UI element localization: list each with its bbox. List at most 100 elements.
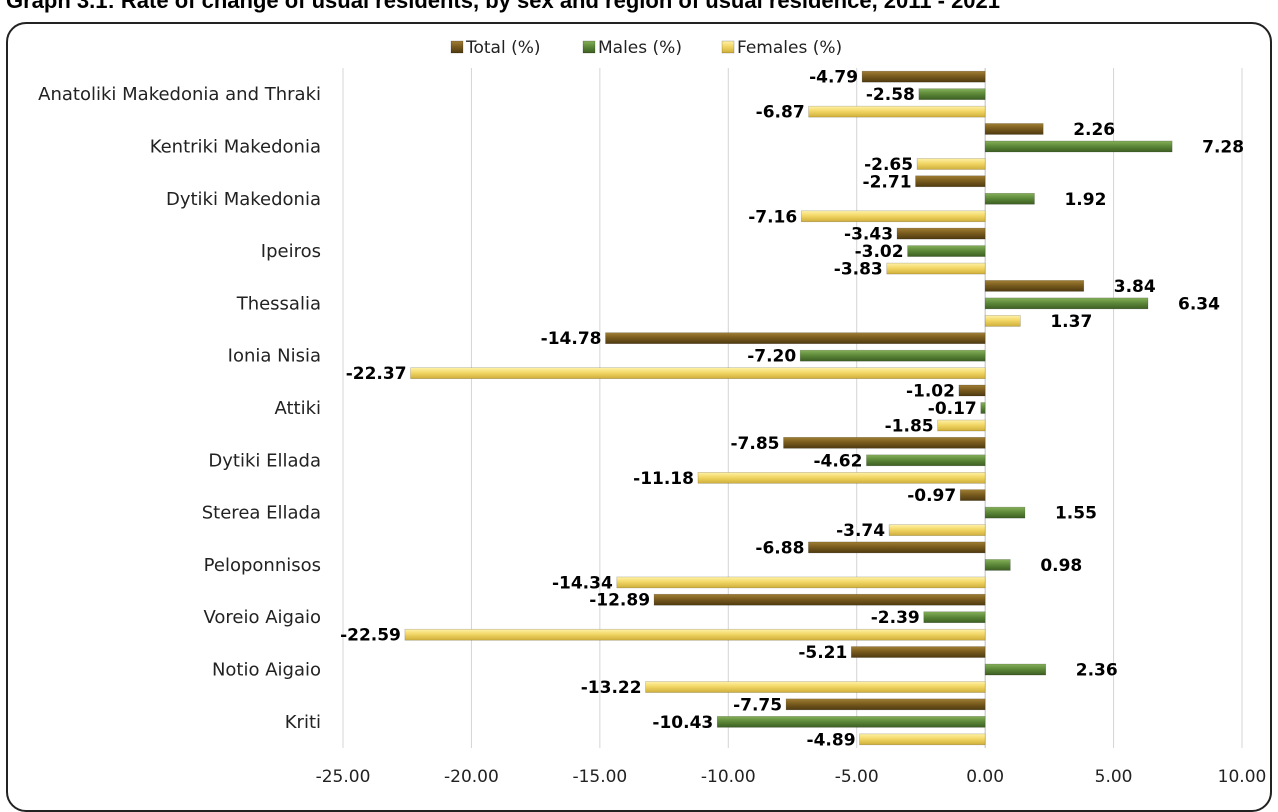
data-label: -6.87 — [756, 103, 805, 123]
x-tick-label: -25.00 — [316, 767, 371, 787]
data-label: -11.18 — [633, 469, 694, 489]
data-label: -1.85 — [885, 417, 934, 437]
data-label: 3.84 — [1114, 277, 1156, 297]
data-label: 2.36 — [1076, 661, 1118, 681]
bar-males — [918, 88, 986, 100]
data-label: -7.16 — [748, 207, 797, 227]
bar-females — [916, 158, 986, 170]
category-label: Dytiki Ellada — [208, 450, 321, 471]
category-label: Voreio Aigaio — [203, 607, 321, 628]
bar-females — [616, 576, 986, 589]
data-label: -12.89 — [589, 591, 650, 611]
category-label: Ipeiros — [261, 241, 321, 262]
data-label: -3.74 — [836, 521, 885, 541]
bar-males — [923, 611, 986, 624]
bar-females — [697, 472, 986, 484]
chart-title: Graph 3.1: Rate of change of usual resid… — [6, 0, 1001, 13]
data-label: -1.02 — [906, 382, 955, 402]
legend-swatch-females — [721, 40, 735, 54]
bar-total — [785, 698, 986, 711]
data-label: -3.43 — [844, 225, 893, 245]
bar-males — [984, 506, 1026, 519]
data-label: 6.34 — [1178, 294, 1220, 314]
data-label: -10.43 — [652, 713, 713, 733]
legend-swatch-males — [582, 40, 596, 54]
data-label: 1.55 — [1055, 504, 1097, 524]
bar-total — [861, 70, 986, 83]
category-label: Thessalia — [236, 293, 321, 314]
bar-total — [958, 384, 986, 397]
legend-label: Total (%) — [465, 38, 541, 58]
bar-total — [984, 123, 1044, 135]
data-label: -3.02 — [855, 242, 904, 262]
data-label: -2.71 — [863, 172, 912, 192]
data-label: 2.26 — [1073, 120, 1115, 140]
bar-total — [653, 593, 986, 606]
data-label: -2.39 — [871, 608, 920, 628]
category-label: Kentriki Makedonia — [150, 136, 321, 157]
bar-males — [866, 454, 986, 467]
x-tick-label: 10.00 — [1218, 767, 1267, 787]
x-tick-label: -20.00 — [444, 767, 499, 787]
data-label: -5.21 — [798, 643, 847, 663]
bar-males — [984, 297, 1149, 310]
category-label: Attiki — [274, 398, 321, 419]
bar-females — [410, 367, 986, 379]
category-label: Anatoliki Makedonia and Thraki — [38, 84, 321, 105]
bar-total — [959, 489, 986, 501]
data-label: -6.88 — [755, 538, 804, 558]
bar-females — [984, 315, 1021, 327]
category-label: Peloponnisos — [204, 555, 321, 576]
category-label: Ionia Nisia — [228, 346, 321, 367]
data-label: -22.37 — [346, 364, 407, 384]
bar-males — [716, 716, 986, 728]
data-label: -13.22 — [581, 678, 642, 698]
data-label: -22.59 — [340, 626, 401, 646]
x-tick-label: 0.00 — [966, 767, 1004, 787]
bar-total — [783, 437, 986, 449]
bar-total — [851, 646, 986, 658]
chart-frame — [6, 22, 1272, 812]
bar-total — [605, 332, 986, 344]
bar-females — [888, 524, 986, 536]
bar-males — [984, 559, 1011, 571]
bar-total — [808, 541, 986, 554]
data-label: -3.83 — [834, 260, 883, 280]
bar-females — [859, 733, 986, 746]
data-label: -4.89 — [807, 730, 856, 750]
category-label: Dytiki Makedonia — [166, 189, 321, 210]
data-label: 7.28 — [1202, 137, 1244, 157]
bar-females — [800, 210, 986, 223]
bar-females — [937, 419, 986, 432]
bar-total — [984, 280, 1085, 292]
data-label: 1.92 — [1064, 190, 1106, 210]
category-label: Kriti — [285, 712, 321, 733]
data-label: -2.65 — [864, 155, 913, 175]
data-label: -7.85 — [731, 434, 780, 454]
legend-label: Females (%) — [737, 38, 842, 58]
x-tick-label: 5.00 — [1095, 767, 1133, 787]
data-label: -0.97 — [907, 486, 956, 506]
x-tick-label: -10.00 — [701, 767, 756, 787]
bar-females — [886, 262, 986, 275]
x-tick-label: -15.00 — [572, 767, 627, 787]
bar-males — [799, 349, 986, 362]
bar-females — [808, 105, 986, 118]
bar-total — [915, 175, 986, 188]
data-label: -14.34 — [552, 573, 613, 593]
bar-males — [984, 663, 1047, 676]
category-label: Sterea Ellada — [202, 503, 321, 524]
data-label: -2.58 — [866, 85, 915, 105]
data-label: -4.62 — [813, 451, 862, 471]
x-tick-label: -5.00 — [835, 767, 879, 787]
data-label: 1.37 — [1050, 312, 1092, 332]
bar-males — [907, 245, 986, 257]
data-label: -4.79 — [809, 68, 858, 88]
category-label: Notio Aigaio — [212, 660, 321, 681]
data-label: -14.78 — [541, 329, 602, 349]
bar-males — [984, 140, 1173, 153]
data-label: -7.75 — [733, 695, 782, 715]
data-label: -7.20 — [747, 347, 796, 367]
data-label: 0.98 — [1040, 556, 1082, 576]
bar-females — [404, 628, 986, 641]
